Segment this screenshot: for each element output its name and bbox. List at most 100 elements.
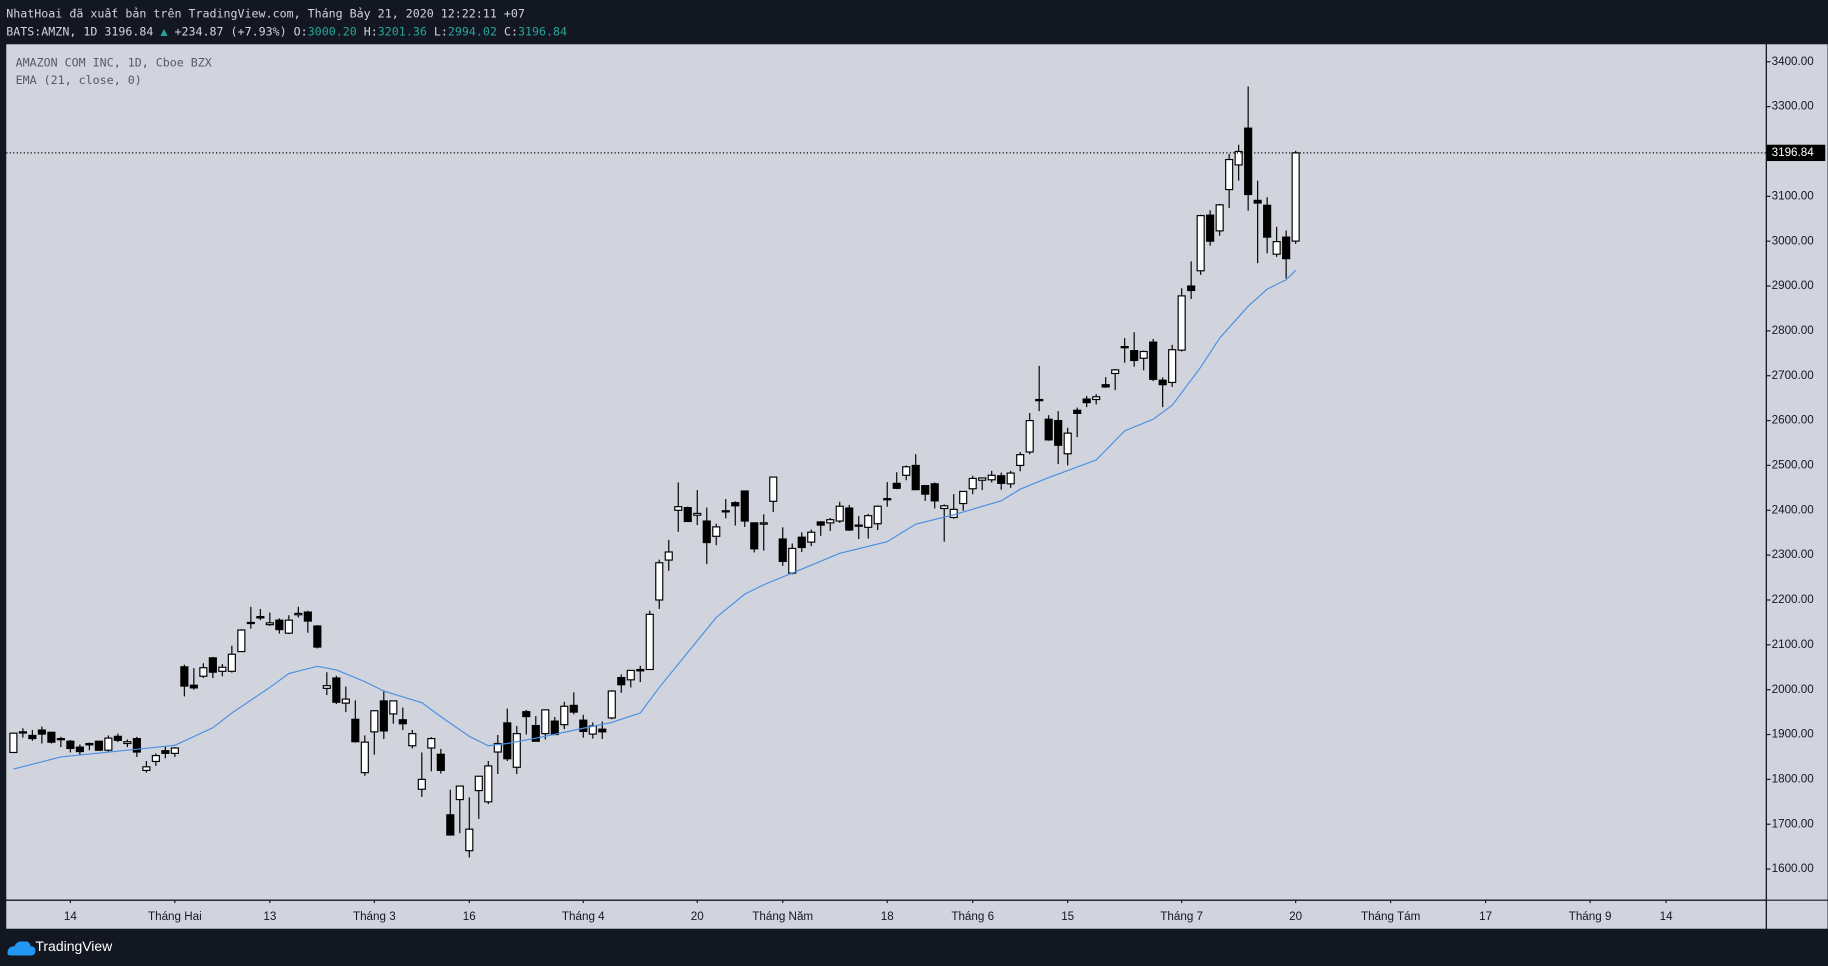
ohlc-value: 3196.84 [518, 24, 567, 38]
candle-body [1054, 419, 1063, 446]
candle-body [465, 828, 474, 852]
candle-body [1092, 396, 1101, 401]
candle-body [170, 747, 179, 754]
candle-body [645, 613, 654, 671]
time-axis [6, 900, 1766, 929]
y-tick-label: 3000.00 [1772, 234, 1815, 247]
candle-body [180, 666, 189, 687]
candle-body [66, 740, 75, 750]
y-tick-label: 1600.00 [1772, 862, 1815, 875]
indicator-legend: EMA (21, close, 0) [16, 73, 142, 87]
x-tick-label: 16 [463, 910, 476, 923]
y-tick-label: 2200.00 [1772, 593, 1815, 606]
y-tick-label: 3400.00 [1772, 55, 1815, 68]
candle-body [351, 718, 360, 743]
candle-body [997, 475, 1006, 484]
candle-body [1158, 379, 1167, 386]
candle-body [598, 728, 607, 733]
candle-body [474, 775, 483, 792]
candle-body [731, 502, 740, 507]
candle-body [398, 719, 407, 725]
candle-body [721, 510, 730, 513]
candle-body [85, 742, 94, 746]
candle-body [256, 615, 265, 619]
candle-body [284, 619, 293, 634]
candle-body [161, 750, 170, 754]
candle-body [265, 622, 274, 626]
candle-body [142, 766, 151, 771]
candle-body [132, 737, 141, 753]
quote-line: BATS:AMZN, 1D 3196.84 ▲ +234.87 (+7.93%)… [6, 24, 567, 38]
candle-body [151, 755, 160, 763]
y-tick-label: 3300.00 [1772, 100, 1815, 113]
candle-body [778, 538, 787, 562]
candle-body [750, 522, 759, 550]
candle-body [854, 524, 863, 527]
byline: NhatHoai đã xuất bản trên TradingView.co… [6, 6, 525, 20]
candle-body [807, 531, 816, 543]
candle-body [541, 709, 550, 735]
x-tick-label: Tháng 6 [951, 910, 994, 923]
candle-body [246, 621, 255, 625]
y-tick-label: 3100.00 [1772, 189, 1815, 202]
y-tick-label: 2300.00 [1772, 548, 1815, 561]
candle-body [579, 719, 588, 732]
candle-body [902, 466, 911, 476]
candle-body [769, 476, 778, 502]
logo-icon [7, 941, 36, 956]
candle-body [655, 562, 664, 601]
candle-body [911, 464, 920, 491]
candle-body [313, 625, 322, 648]
candle-body [436, 753, 445, 771]
candle-body [1025, 419, 1034, 453]
candle-body [1225, 158, 1234, 191]
candle-body [959, 490, 968, 505]
candle-body [56, 737, 65, 741]
x-tick-label: Tháng Tám [1361, 910, 1420, 923]
candle-body [940, 505, 949, 510]
candle-body [674, 506, 683, 511]
candle-body [389, 700, 398, 715]
candle-body [788, 547, 797, 574]
ohlc-label: H: [364, 24, 378, 38]
candle-body [1139, 350, 1148, 359]
candle-body [75, 746, 84, 753]
candle-body [987, 474, 996, 481]
candle-body [1215, 204, 1224, 232]
candle-body [227, 653, 236, 672]
candle-body [1234, 150, 1243, 166]
y-tick-label: 2700.00 [1772, 369, 1815, 382]
candle-body [693, 512, 702, 516]
candle-body [417, 778, 426, 790]
candle-body [322, 685, 331, 689]
x-tick-label: Tháng 3 [353, 910, 396, 923]
candle-body [1272, 241, 1281, 255]
candle-body [1073, 409, 1082, 414]
ohlc-label: L: [434, 24, 448, 38]
candle-body [94, 740, 103, 751]
last-price: 3196.84 [104, 24, 153, 38]
candle-body [1120, 345, 1129, 349]
candle-body [949, 508, 958, 519]
candle-body [930, 483, 939, 502]
ohlc-label: C: [504, 24, 518, 38]
candle-body [1082, 398, 1091, 404]
ohlc-value: 3201.36 [378, 24, 427, 38]
x-tick-label: Tháng Năm [752, 910, 813, 923]
candle-body [37, 729, 46, 735]
candle-body [218, 666, 227, 672]
candle-body [208, 657, 217, 673]
candle-body [797, 536, 806, 549]
x-tick-label: 20 [691, 910, 704, 923]
candle-body [1187, 285, 1196, 292]
candle-body [28, 734, 37, 740]
candle-body [427, 737, 436, 749]
candle-body [237, 629, 246, 653]
candle-body [522, 711, 531, 718]
x-tick-label: 15 [1061, 910, 1074, 923]
chart-title: AMAZON COM INC, 1D, Cboe BZX [16, 55, 212, 69]
candle-body [702, 520, 711, 544]
y-tick-label: 2900.00 [1772, 279, 1815, 292]
